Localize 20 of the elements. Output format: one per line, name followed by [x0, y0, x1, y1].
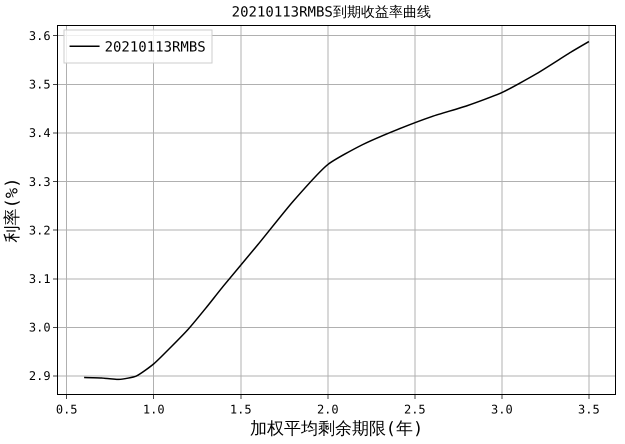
y-axis-title: 利率(%)	[2, 178, 22, 242]
x-tick-label: 2.0	[316, 402, 339, 416]
x-tick-label: 3.0	[491, 402, 513, 416]
y-tick-label: 3.2	[28, 223, 51, 238]
x-tick-label: 1.5	[230, 402, 252, 416]
y-tick-label: 3.5	[28, 78, 51, 92]
y-tick-label: 3.4	[28, 126, 51, 140]
y-tick-label: 3.0	[28, 320, 51, 335]
chart-title: 20210113RMBS到期收益率曲线	[232, 4, 431, 20]
x-tick-label: 3.5	[578, 402, 600, 416]
y-tick-label: 2.9	[28, 369, 51, 384]
y-tick-label: 3.1	[28, 272, 51, 286]
legend-label: 20210113RMBS	[104, 40, 206, 56]
y-tick-label: 3.3	[28, 174, 51, 189]
x-tick-label: 0.5	[56, 402, 78, 416]
x-tick-label: 1.0	[142, 402, 165, 416]
line-series	[83, 40, 590, 380]
x-tick-label: 2.5	[404, 402, 426, 416]
x-axis-title: 加权平均剩余期限(年)	[250, 418, 424, 439]
y-tick-label: 3.6	[28, 28, 51, 43]
